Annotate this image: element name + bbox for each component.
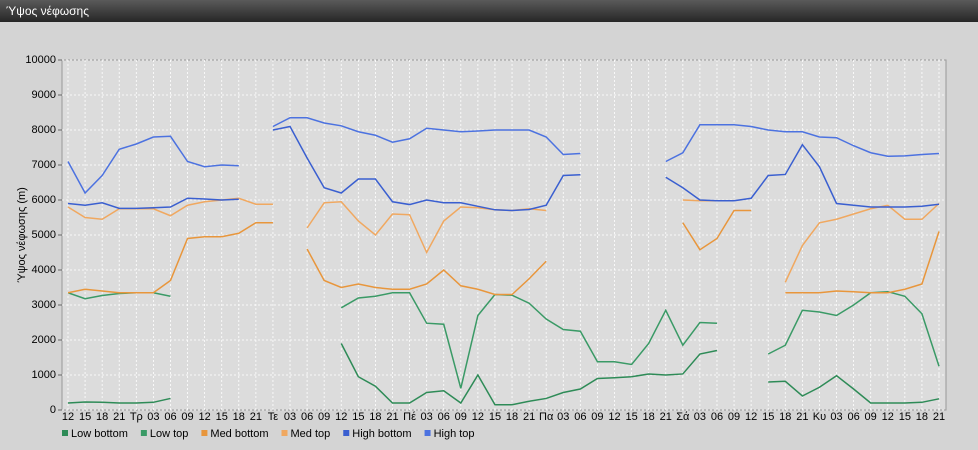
x-tick-label: 21 [386,411,398,423]
legend-label: Low bottom [71,428,128,440]
x-tick-label: 21 [660,411,672,423]
x-tick-label: 21 [933,411,945,423]
x-tick-label: 21 [523,411,535,423]
x-tick-label: 09 [865,411,877,423]
x-tick-label: 18 [916,411,928,423]
x-tick-label: 12 [745,411,757,423]
x-tick-label: 15 [79,411,91,423]
x-tick-label: 09 [591,411,603,423]
x-tick-label: 06 [847,411,859,423]
x-tick-label: Σά [676,411,690,423]
x-tick-label: 18 [233,411,245,423]
x-tick-label: 21 [250,411,262,423]
x-tick-label: 15 [762,411,774,423]
x-tick-label: 03 [694,411,706,423]
x-tick-label: 12 [199,411,211,423]
chart-title: Ύψος νέφωσης [6,4,89,18]
x-tick-label: 06 [574,411,586,423]
legend-label: High top [434,428,475,440]
legend-label: High bottom [352,428,411,440]
x-tick-label: 15 [899,411,911,423]
x-tick-label: 18 [96,411,108,423]
legend-swatch [201,430,208,436]
y-tick-label: 10000 [25,54,56,66]
x-tick-label: 12 [472,411,484,423]
legend-swatch [62,430,68,436]
x-tick-label: 15 [216,411,228,423]
y-tick-label: 7000 [32,159,56,171]
x-tick-label: 06 [438,411,450,423]
title-bar [0,0,978,22]
x-tick-label: 15 [489,411,501,423]
legend-swatch [424,430,431,436]
x-tick-label: 12 [608,411,620,423]
y-tick-label: 9000 [32,89,56,101]
y-tick-label: 0 [50,404,56,416]
y-tick-label: 3000 [32,299,56,311]
y-tick-label: 8000 [32,124,56,136]
y-axis-label: Ύψος νέφωσης (m) [16,187,28,283]
y-tick-label: 4000 [32,264,56,276]
legend-swatch [140,430,147,436]
y-tick-label: 1000 [32,369,56,381]
x-tick-label: 03 [284,411,296,423]
series-line [67,117,940,195]
x-tick-label: Τε [268,411,279,423]
x-tick-label: 06 [711,411,723,423]
series-line [67,343,940,406]
x-tick-label: 12 [335,411,347,423]
x-tick-label: 21 [796,411,808,423]
x-tick-label: 09 [318,411,330,423]
x-tick-label: 03 [557,411,569,423]
series-line [67,209,940,296]
x-tick-label: 18 [506,411,518,423]
x-tick-label: 09 [181,411,193,423]
x-tick-label: 03 [830,411,842,423]
x-tick-label: 12 [62,411,74,423]
x-tick-label: 18 [643,411,655,423]
x-tick-label: 06 [301,411,313,423]
x-tick-label: 15 [352,411,364,423]
x-tick-label: 15 [625,411,637,423]
x-tick-label: 12 [882,411,894,423]
x-tick-label: 09 [455,411,467,423]
legend-swatch [343,430,350,436]
x-tick-label: 18 [779,411,791,423]
x-tick-label: 03 [421,411,433,423]
series-line [67,125,940,212]
y-tick-label: 2000 [32,334,56,346]
series-line [67,197,940,283]
y-tick-label: 5000 [32,229,56,241]
x-tick-label: 06 [164,411,176,423]
legend-label: Low top [150,428,189,440]
y-tick-label: 6000 [32,194,56,206]
x-tick-label: Τρ [130,411,143,423]
x-tick-label: Κυ [813,411,826,423]
x-tick-label: 03 [147,411,159,423]
legend-label: Med bottom [210,428,268,440]
legend-label: Med top [291,428,331,440]
x-tick-label: 21 [113,411,125,423]
x-tick-label: 18 [369,411,381,423]
x-tick-label: Πέ [403,411,416,423]
x-tick-label: Πα [539,411,554,423]
x-tick-label: 09 [728,411,740,423]
legend-swatch [281,430,288,436]
